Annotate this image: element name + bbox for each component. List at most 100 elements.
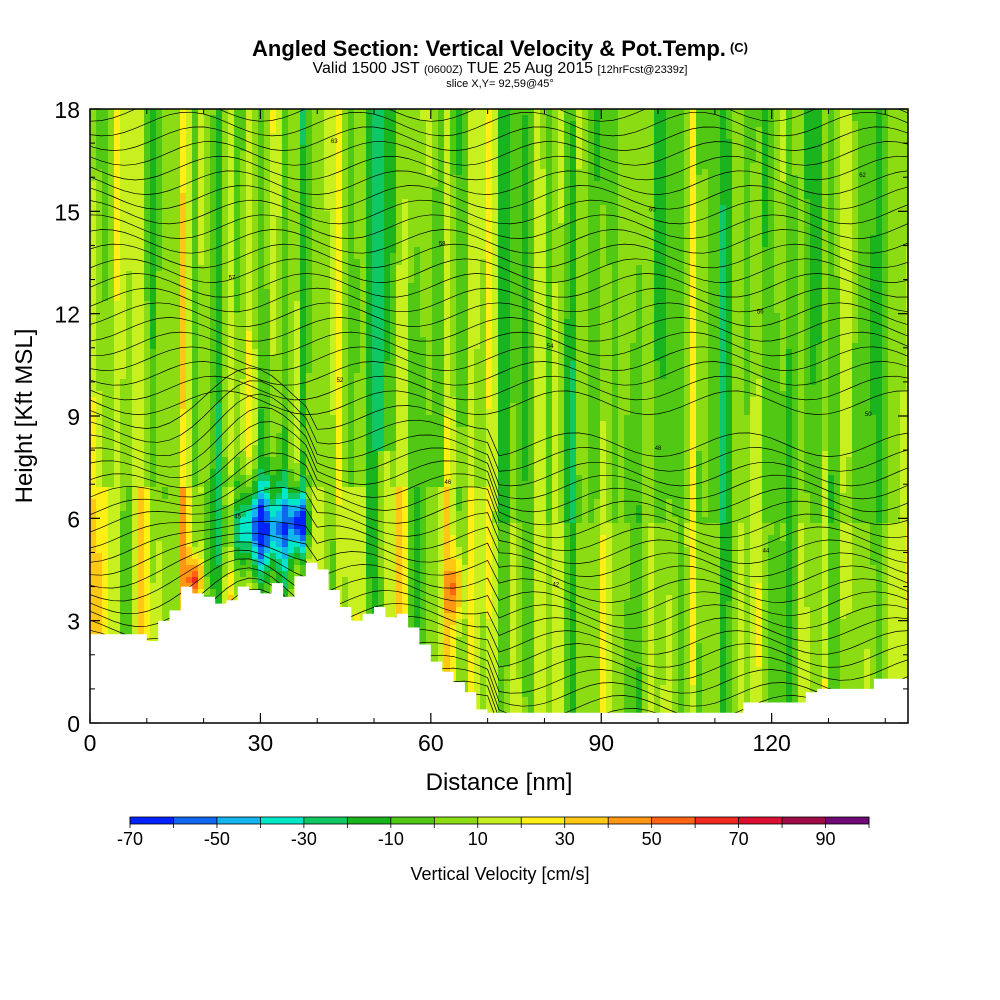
- velocity-cell: [222, 589, 229, 596]
- velocity-cell: [222, 313, 229, 320]
- velocity-cell: [342, 139, 349, 146]
- velocity-cell: [168, 397, 175, 404]
- velocity-cell: [108, 259, 115, 266]
- velocity-cell: [354, 241, 361, 248]
- velocity-cell: [330, 139, 337, 146]
- velocity-cell: [318, 247, 325, 254]
- velocity-cell: [378, 319, 385, 326]
- velocity-cell: [126, 373, 133, 380]
- velocity-cell: [156, 415, 163, 422]
- velocity-cell: [276, 385, 283, 392]
- velocity-cell: [348, 253, 355, 260]
- velocity-cell: [246, 343, 253, 350]
- velocity-cell: [246, 193, 253, 200]
- velocity-cell: [126, 265, 133, 272]
- velocity-cell: [126, 211, 133, 218]
- velocity-cell: [324, 391, 331, 398]
- velocity-cell: [366, 385, 373, 392]
- velocity-cell: [306, 247, 313, 254]
- velocity-cell: [360, 601, 367, 608]
- velocity-cell: [156, 577, 163, 584]
- velocity-cell: [150, 409, 157, 416]
- velocity-cell: [228, 337, 235, 344]
- velocity-cell: [204, 199, 211, 206]
- velocity-cell: [360, 331, 367, 338]
- velocity-cell: [180, 349, 187, 356]
- velocity-cell: [216, 415, 223, 422]
- velocity-cell: [204, 115, 211, 122]
- velocity-cell: [228, 463, 235, 470]
- velocity-cell: [204, 409, 211, 416]
- velocity-cell: [342, 121, 349, 128]
- velocity-cell: [300, 391, 307, 398]
- velocity-cell: [126, 115, 133, 122]
- velocity-cell: [306, 463, 313, 470]
- velocity-cell: [210, 151, 217, 158]
- velocity-cell: [138, 541, 145, 548]
- valid-time-line: Valid 1500 JST (0600Z) TUE 25 Aug 2015 […: [312, 60, 688, 77]
- velocity-cell: [258, 211, 265, 218]
- velocity-cell: [222, 469, 229, 476]
- velocity-cell: [168, 127, 175, 134]
- velocity-cell: [366, 211, 373, 218]
- velocity-cell: [240, 451, 247, 458]
- velocity-cell: [138, 307, 145, 314]
- velocity-cell: [216, 199, 223, 206]
- velocity-cell: [156, 211, 163, 218]
- velocity-cell: [168, 421, 175, 428]
- velocity-cell: [276, 343, 283, 350]
- velocity-cell: [246, 505, 253, 512]
- velocity-cell: [132, 613, 139, 620]
- velocity-cell: [108, 205, 115, 212]
- velocity-cell: [204, 469, 211, 476]
- velocity-cell: [318, 109, 325, 116]
- velocity-cell: [144, 511, 151, 518]
- velocity-cell: [270, 559, 277, 566]
- velocity-cell: [378, 157, 385, 164]
- velocity-cell: [378, 199, 385, 206]
- velocity-cell: [168, 277, 175, 284]
- velocity-cell: [198, 559, 205, 566]
- velocity-cell: [312, 451, 319, 458]
- velocity-cell: [294, 349, 301, 356]
- velocity-cell: [372, 547, 379, 554]
- velocity-cell: [162, 427, 169, 434]
- velocity-cell: [318, 217, 325, 224]
- velocity-cell: [312, 199, 319, 206]
- velocity-cell: [144, 325, 151, 332]
- velocity-cell: [366, 223, 373, 230]
- velocity-cell: [198, 325, 205, 332]
- velocity-cell: [276, 505, 283, 512]
- velocity-cell: [360, 205, 367, 212]
- velocity-cell: [204, 343, 211, 350]
- velocity-cell: [288, 427, 295, 434]
- velocity-cell: [372, 187, 379, 194]
- velocity-cell: [360, 247, 367, 254]
- velocity-cell: [102, 397, 109, 404]
- velocity-cell: [204, 463, 211, 470]
- velocity-cell: [96, 277, 103, 284]
- velocity-cell: [300, 337, 307, 344]
- velocity-cell: [90, 187, 97, 194]
- velocity-cell: [102, 613, 109, 620]
- velocity-cell: [324, 253, 331, 260]
- velocity-cell: [222, 433, 229, 440]
- velocity-cell: [102, 421, 109, 428]
- velocity-cell: [264, 109, 271, 116]
- velocity-cell: [108, 379, 115, 386]
- velocity-cell: [192, 373, 199, 380]
- velocity-cell: [108, 313, 115, 320]
- velocity-cell: [252, 133, 259, 140]
- velocity-cell: [234, 271, 241, 278]
- velocity-cell: [162, 115, 169, 122]
- velocity-cell: [330, 259, 337, 266]
- velocity-cell: [336, 403, 343, 410]
- velocity-cell: [276, 115, 283, 122]
- velocity-cell: [312, 277, 319, 284]
- velocity-cell: [372, 565, 379, 572]
- velocity-cell: [192, 343, 199, 350]
- velocity-cell: [126, 277, 133, 284]
- velocity-cell: [108, 481, 115, 488]
- velocity-cell: [216, 241, 223, 248]
- velocity-cell: [150, 499, 157, 506]
